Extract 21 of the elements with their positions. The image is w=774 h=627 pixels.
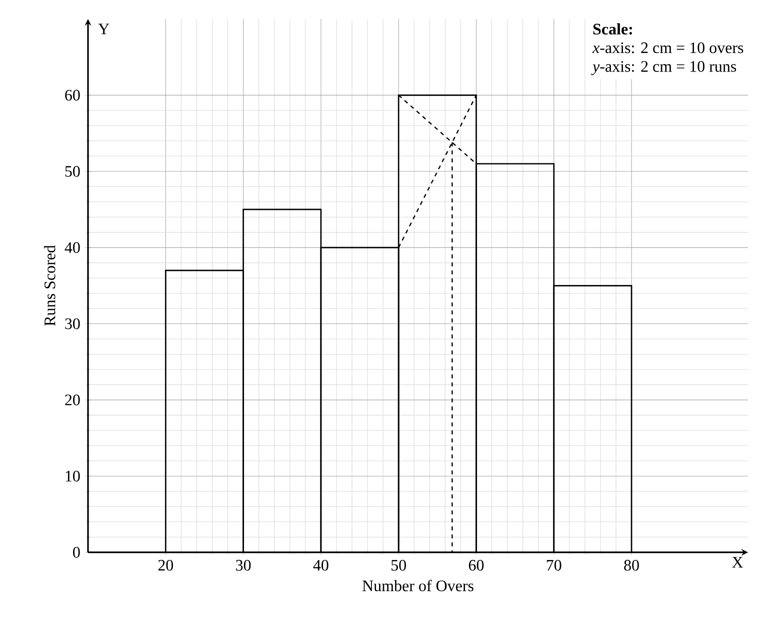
y-tick-label: 40 (64, 242, 80, 253)
y-tick-label: 60 (65, 90, 80, 101)
annotation: Scale: (593, 23, 632, 35)
x-axis-title: Number of Overs (362, 580, 474, 592)
x-tick-label: 80 (624, 560, 639, 571)
x-tick-label: 40 (313, 560, 328, 571)
x-tick-label: 20 (158, 560, 174, 571)
y-tick-label: 30 (65, 318, 80, 330)
y-tick-label: 50 (65, 166, 80, 177)
text: X (732, 557, 744, 568)
annotation: y-axis: 2 cm = 10 runs (591, 61, 736, 76)
x-tick-label: 30 (236, 560, 251, 571)
annotation: x-axis: 2 cm = 10 overs (592, 42, 744, 54)
x-tick-label: 50 (392, 560, 406, 571)
y-tick-label: 10 (66, 470, 80, 482)
x-tick-label: 60 (468, 560, 484, 571)
x-tick-label: 70 (546, 560, 562, 571)
y-tick-label: 0 (73, 546, 80, 558)
y-tick-label: 20 (65, 394, 80, 406)
y-axis-title: Runs Scored (44, 245, 56, 326)
annotation: Y (98, 24, 110, 34)
